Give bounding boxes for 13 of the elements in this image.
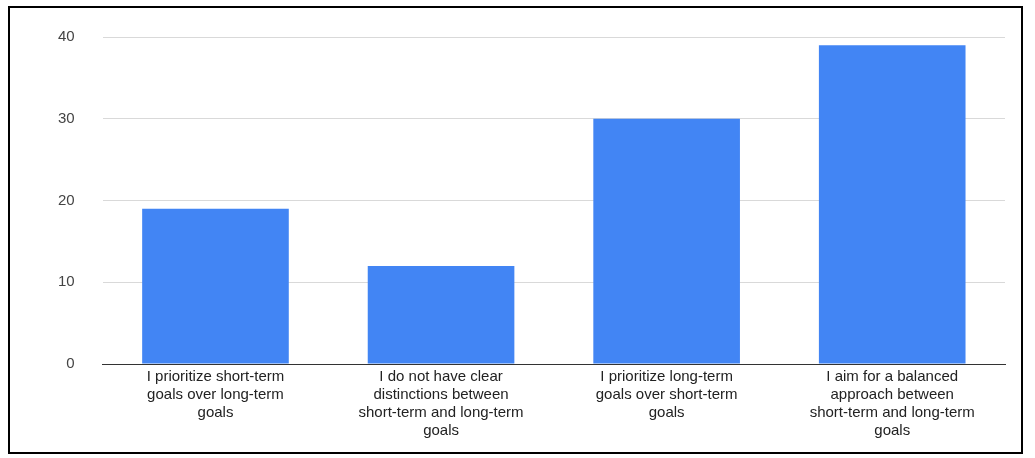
y-tick-label: 0	[66, 354, 75, 372]
x-tick-label: I prioritize long-term goals over short-term goals	[595, 367, 738, 421]
x-tick-label: I prioritize short-term goals over long-term goals	[146, 367, 285, 421]
bar	[593, 118, 740, 364]
y-tick-label: 20	[58, 190, 75, 208]
bar	[367, 265, 515, 364]
y-tick-label: 10	[58, 272, 75, 290]
x-tick-label: I aim for a balanced approach between short-term and long-term goals	[809, 367, 975, 439]
bar	[142, 208, 289, 364]
x-tick-label: I do not have clear distinctions between short-term and long-term goals	[358, 367, 524, 439]
y-tick-label: 30	[58, 108, 75, 126]
bar	[818, 45, 966, 364]
y-tick-label: 40	[58, 27, 75, 45]
